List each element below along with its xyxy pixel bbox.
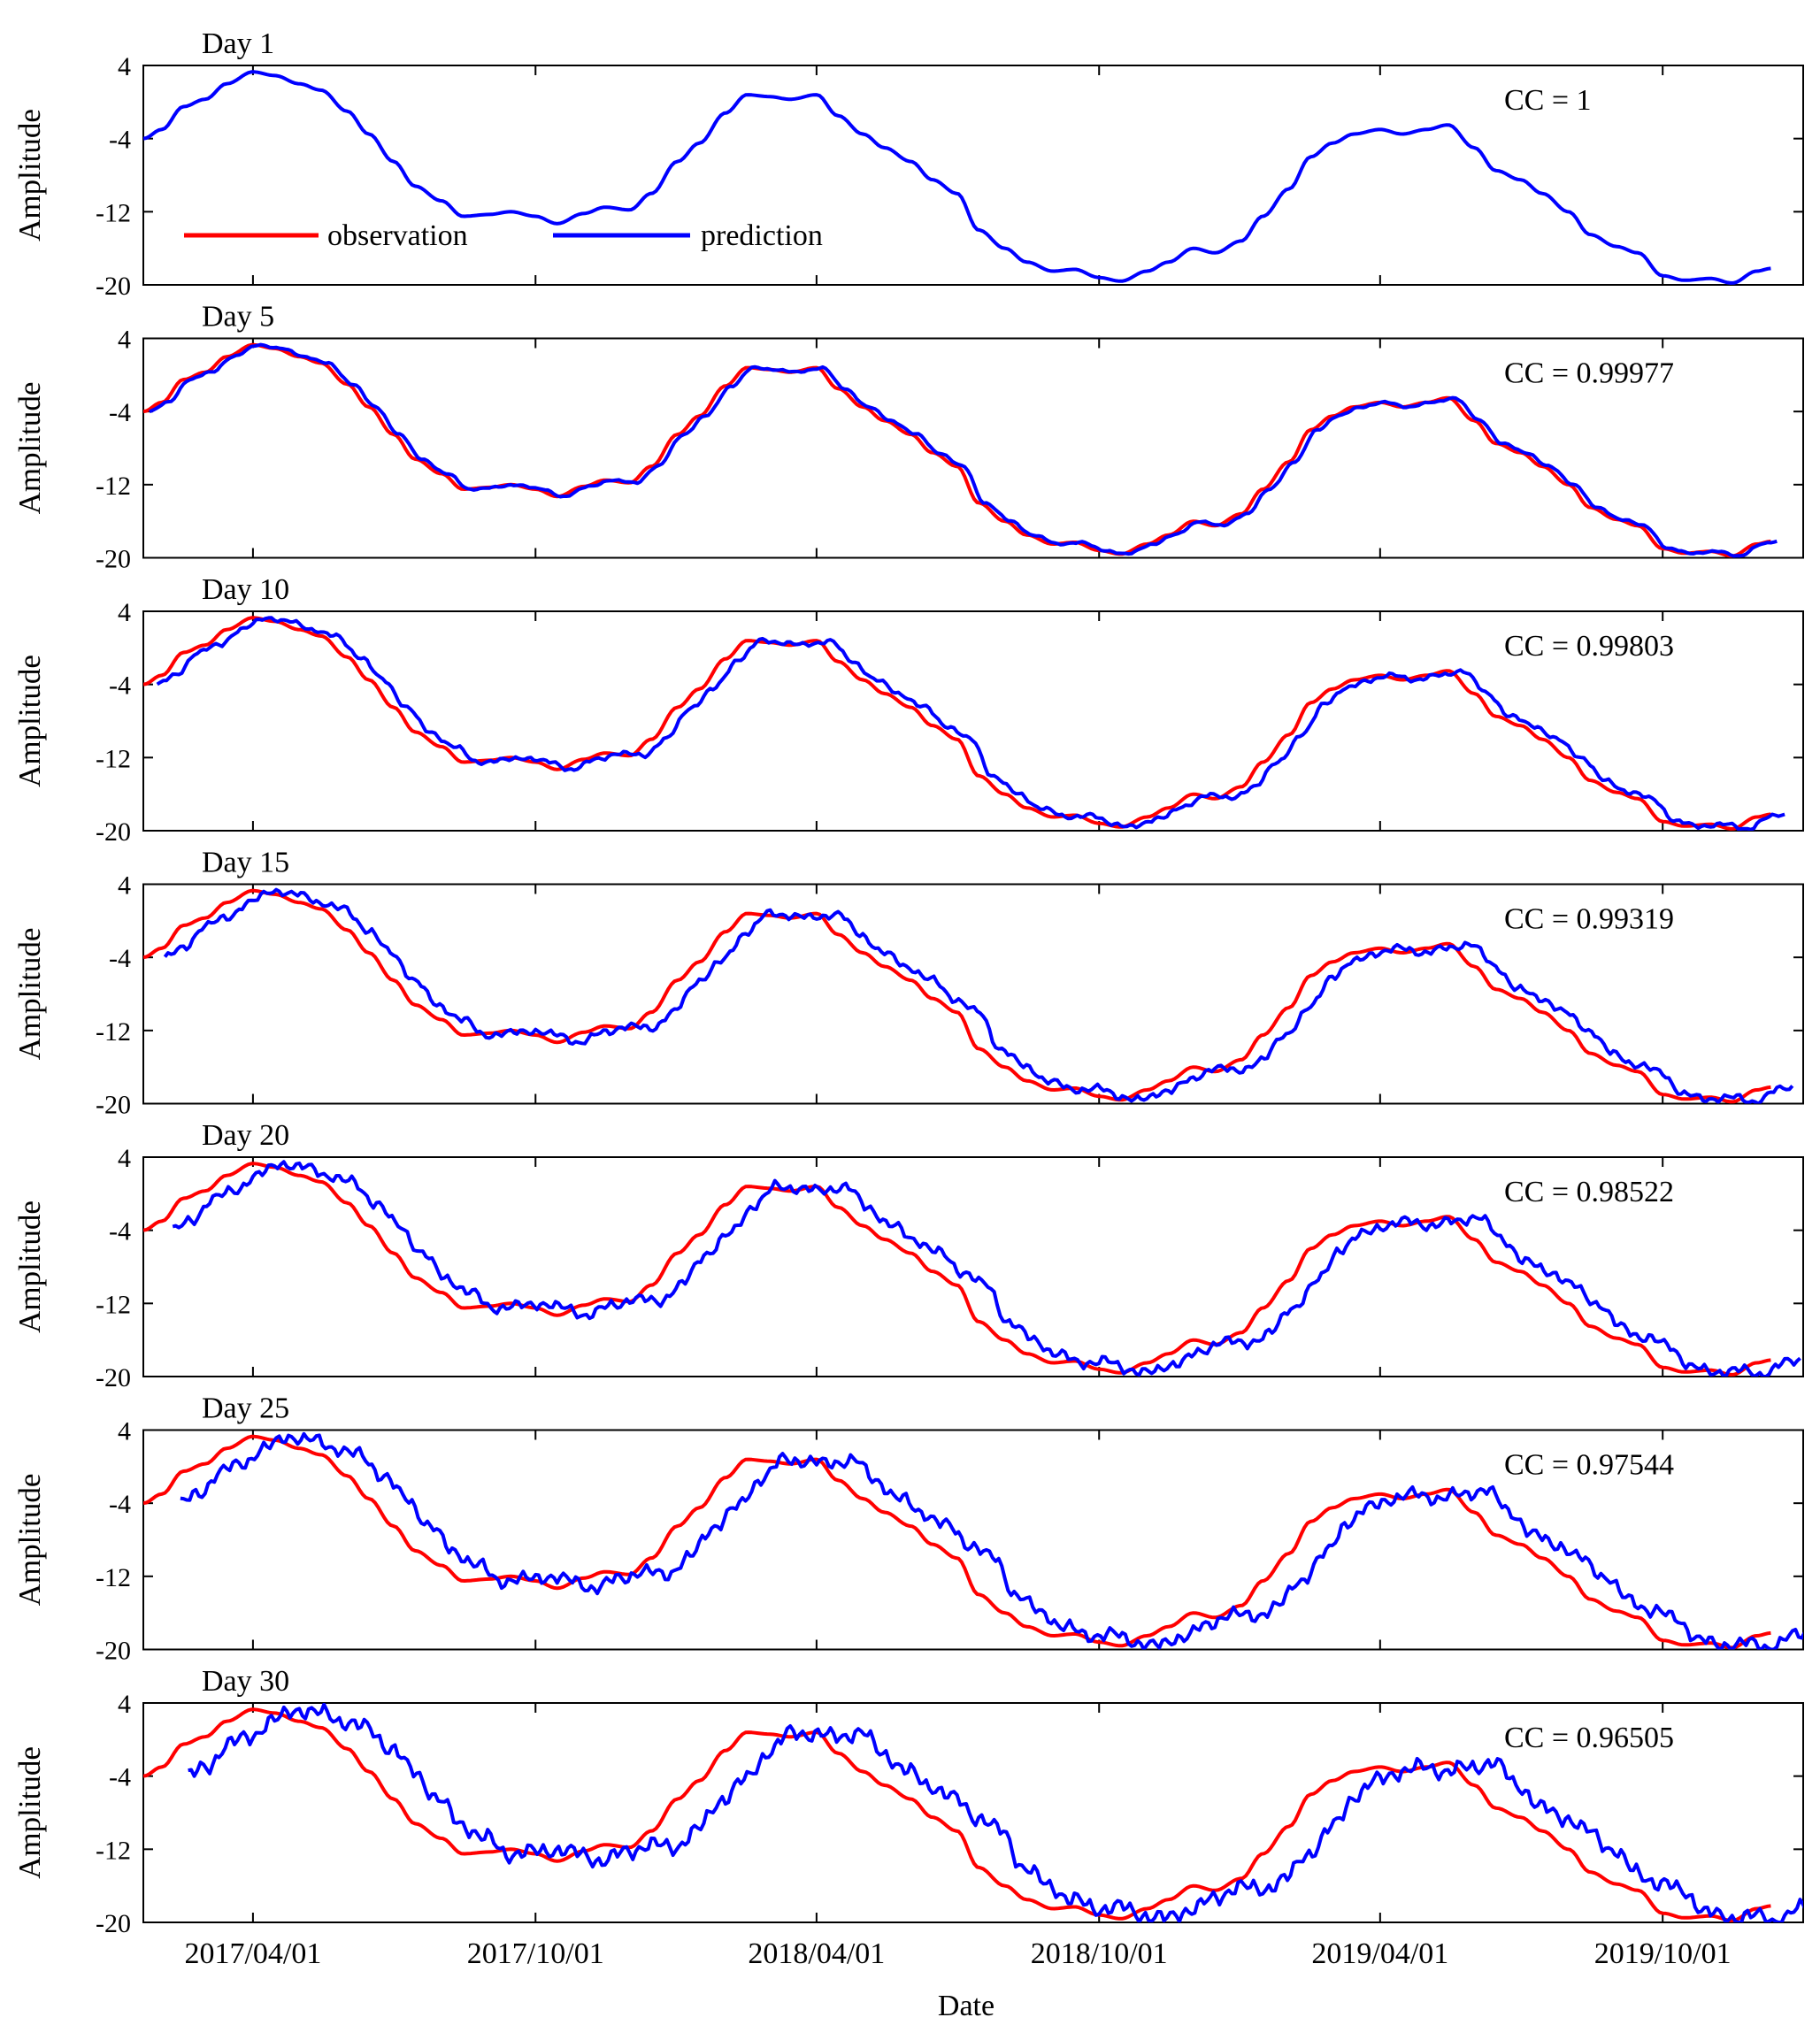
y-axis-label: Amplitude xyxy=(12,109,47,242)
plot-frame xyxy=(142,883,1804,1105)
y-tick-label: -20 xyxy=(96,817,131,847)
y-tick-label: 4 xyxy=(118,598,131,627)
panel-title: Day 1 xyxy=(202,27,274,60)
y-tick-label: -12 xyxy=(96,1017,131,1047)
prediction-line xyxy=(149,342,1778,558)
x-tick-label: 2019/04/01 xyxy=(1311,1937,1448,1970)
plot-frame xyxy=(142,1429,1804,1651)
panel-day-10: 4 -4 -12 -20 Amplitude Day 10 CC = 0.99803 xyxy=(12,573,1804,847)
cc-label: CC = 0.99803 xyxy=(1504,630,1674,663)
y-tick-label: -20 xyxy=(96,1091,131,1120)
panel-title: Day 20 xyxy=(202,1119,289,1152)
y-tick-label: -4 xyxy=(109,671,131,701)
y-axis-label: Amplitude xyxy=(12,655,47,787)
y-tick-label: -4 xyxy=(109,1217,131,1246)
panel-day-30: 4 -4 -12 -20 Amplitude Day 30 CC = 0.96505 xyxy=(12,1665,1804,1938)
prediction-line xyxy=(188,1703,1803,1922)
prediction-line xyxy=(180,1431,1803,1650)
y-tick-label: -20 xyxy=(96,272,131,301)
cc-label: CC = 0.98522 xyxy=(1504,1176,1674,1208)
prediction-line xyxy=(163,887,1794,1104)
x-tick-label: 2018/10/01 xyxy=(1031,1937,1168,1970)
legend-prediction-label: prediction xyxy=(701,219,823,252)
prediction-line xyxy=(172,1160,1801,1377)
y-tick-label: 4 xyxy=(118,871,131,901)
y-tick-label: -12 xyxy=(96,472,131,501)
y-tick-label: 4 xyxy=(118,1690,131,1719)
x-tick-label: 2017/10/01 xyxy=(467,1937,604,1970)
cc-label: CC = 0.97544 xyxy=(1504,1449,1674,1482)
plot-frame xyxy=(142,1702,1804,1923)
observation-line xyxy=(143,1162,1771,1377)
prediction-line xyxy=(156,616,1785,831)
panel-title: Day 30 xyxy=(202,1665,289,1698)
observation-line xyxy=(143,1707,1771,1922)
y-tick-label: 4 xyxy=(118,326,131,355)
panel-day-20: 4 -4 -12 -20 Amplitude Day 20 CC = 0.98522 xyxy=(12,1119,1804,1392)
plot-frame xyxy=(142,1156,1804,1377)
y-tick-label: 4 xyxy=(118,52,131,81)
prediction-line xyxy=(143,70,1771,285)
y-tick-label: -12 xyxy=(96,198,131,227)
x-axis-label: Date xyxy=(938,1990,994,2022)
y-tick-label: -4 xyxy=(109,398,131,427)
legend: observation prediction xyxy=(184,219,823,252)
y-axis-label: Amplitude xyxy=(12,1474,47,1607)
y-axis-label: Amplitude xyxy=(12,1746,47,1879)
y-tick-label: -4 xyxy=(109,1763,131,1792)
y-tick-label: -20 xyxy=(96,1363,131,1392)
y-axis-label: Amplitude xyxy=(12,928,47,1061)
y-axis-label: Amplitude xyxy=(12,382,47,515)
y-tick-label: 4 xyxy=(118,1417,131,1446)
y-tick-label: 4 xyxy=(118,1144,131,1173)
y-tick-label: -20 xyxy=(96,545,131,574)
cc-label: CC = 0.96505 xyxy=(1504,1722,1674,1754)
y-tick-label: -4 xyxy=(109,126,131,155)
panel-title: Day 10 xyxy=(202,573,289,606)
panel-day-5: 4 -4 -12 -20 Amplitude Day 5 CC = 0.99977 xyxy=(12,301,1804,574)
legend-observation-label: observation xyxy=(327,219,468,252)
panels: 4 -4 -12 -20 Amplitude Day 1 CC = 1 observation… xyxy=(12,27,1804,1938)
y-tick-label: -4 xyxy=(109,1490,131,1519)
panel-day-25: 4 -4 -12 -20 Amplitude Day 25 CC = 0.97544 xyxy=(12,1392,1804,1666)
plot-frame xyxy=(142,65,1804,286)
panel-day-15: 4 -4 -12 -20 Amplitude Day 15 CC = 0.99319 xyxy=(12,847,1804,1120)
observation-line xyxy=(143,1434,1771,1650)
cc-label: CC = 0.99319 xyxy=(1504,903,1674,936)
cc-label: CC = 0.99977 xyxy=(1504,357,1674,390)
x-tick-label: 2018/04/01 xyxy=(748,1937,885,1970)
panel-day-1: 4 -4 -12 -20 Amplitude Day 1 CC = 1 observation… xyxy=(12,27,1804,301)
y-axis-label: Amplitude xyxy=(12,1200,47,1333)
y-tick-label: -20 xyxy=(96,1909,131,1938)
y-tick-label: -12 xyxy=(96,1290,131,1319)
panel-title: Day 25 xyxy=(202,1392,289,1425)
panel-title: Day 5 xyxy=(202,301,274,334)
y-tick-label: -4 xyxy=(109,944,131,973)
cc-label: CC = 1 xyxy=(1504,84,1592,117)
plot-frame xyxy=(142,337,1804,559)
x-tick-label: 2019/10/01 xyxy=(1594,1937,1732,1970)
observation-line xyxy=(143,888,1771,1104)
y-tick-label: -20 xyxy=(96,1637,131,1666)
y-tick-label: -12 xyxy=(96,1836,131,1865)
panel-title: Day 15 xyxy=(202,847,289,879)
x-axis-tick-labels: 2017/04/01 2017/10/01 2018/04/01 2018/10/01… xyxy=(184,1937,1731,1970)
observation-line xyxy=(143,616,1771,831)
y-tick-label: -12 xyxy=(96,744,131,773)
y-tick-label: -12 xyxy=(96,1563,131,1592)
plot-frame xyxy=(142,610,1804,832)
x-tick-label: 2017/04/01 xyxy=(184,1937,321,1970)
